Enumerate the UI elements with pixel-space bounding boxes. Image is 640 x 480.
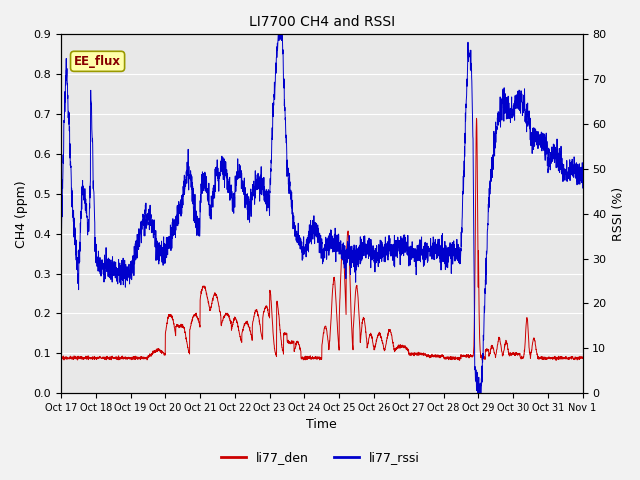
- Text: EE_flux: EE_flux: [74, 55, 121, 68]
- Y-axis label: RSSI (%): RSSI (%): [612, 187, 625, 241]
- X-axis label: Time: Time: [307, 419, 337, 432]
- Legend: li77_den, li77_rssi: li77_den, li77_rssi: [216, 446, 424, 469]
- Y-axis label: CH4 (ppm): CH4 (ppm): [15, 180, 28, 248]
- Title: LI7700 CH4 and RSSI: LI7700 CH4 and RSSI: [249, 15, 395, 29]
